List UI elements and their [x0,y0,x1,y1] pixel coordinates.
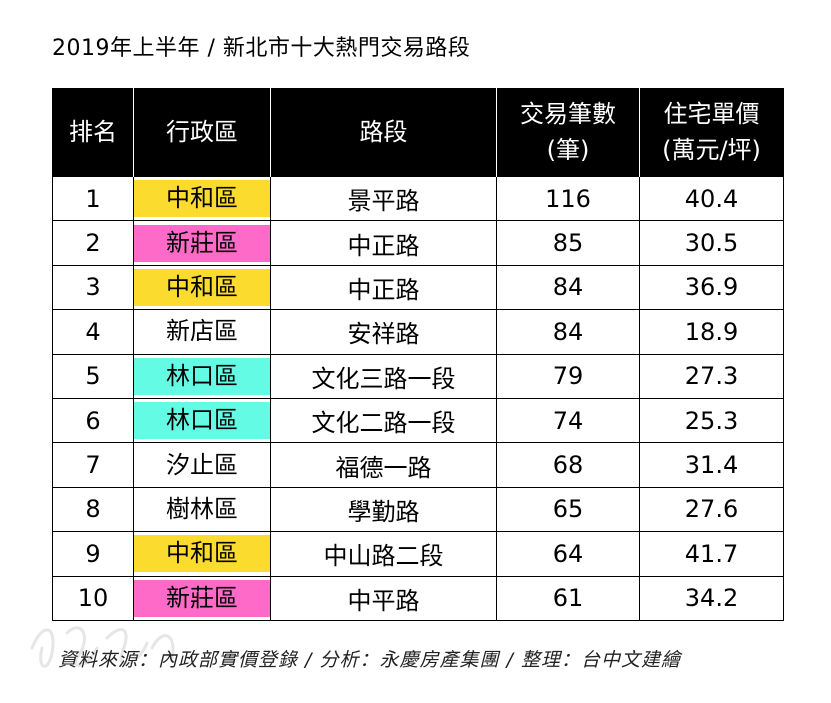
road-cell: 福德一路 [270,442,497,488]
road-cell: 安祥路 [270,309,497,355]
price-cell: 27.6 [639,486,784,533]
district-label: 中和區 [134,535,270,573]
road-cell: 景平路 [270,175,497,222]
count-cell: 84 [496,264,640,311]
header-price-label: 住宅單價 [663,100,760,128]
table-body: 1 中和區 景平路 116 40.4 2 新莊區 中正路 85 30.5 3 中和區 中正路 84 36.9… [52,175,784,621]
district-cell: 中和區 [133,175,271,222]
rank-cell: 1 [52,175,134,222]
count-cell: 74 [496,397,640,444]
rank-cell: 3 [52,264,134,311]
table-row: 2 新莊區 中正路 85 30.5 [52,220,784,266]
table-header-row: 排名 行政區 路段 交易筆數 (筆) 住宅單價 (萬元/坪) [52,88,784,177]
price-cell: 18.9 [639,309,784,355]
header-price: 住宅單價 (萬元/坪) [639,88,784,177]
road-cell: 中正路 [270,264,497,311]
count-cell: 84 [496,309,640,355]
count-cell: 79 [496,353,640,399]
rank-cell: 6 [52,397,134,444]
district-cell: 新莊區 [133,575,271,621]
price-cell: 30.5 [639,220,784,266]
header-count: 交易筆數 (筆) [496,88,640,177]
road-cell: 文化三路一段 [270,353,497,399]
district-label: 林口區 [134,357,270,395]
district-label: 中和區 [134,268,270,306]
district-cell: 中和區 [133,531,271,577]
rank-cell: 5 [52,353,134,399]
district-label: 新莊區 [134,579,270,617]
price-cell: 31.4 [639,442,784,488]
count-cell: 65 [496,486,640,533]
road-cell: 文化二路一段 [270,397,497,444]
district-label: 汐止區 [166,450,238,479]
road-cell: 中山路二段 [270,531,497,577]
source-credit: 資料來源：內政部實價登錄 / 分析：永慶房產集團 / 整理：台中文建繪 [58,649,681,671]
rank-cell: 4 [52,309,134,355]
count-cell: 64 [496,531,640,577]
district-cell: 林口區 [133,353,271,399]
count-cell: 68 [496,442,640,488]
district-cell: 中和區 [133,264,271,311]
price-cell: 25.3 [639,397,784,444]
count-cell: 61 [496,575,640,621]
header-district: 行政區 [133,88,271,177]
district-cell: 新莊區 [133,220,271,266]
price-cell: 27.3 [639,353,784,399]
header-count-label: 交易筆數 [520,100,616,128]
rank-cell: 8 [52,486,134,533]
table-row: 6 林口區 文化二路一段 74 25.3 [52,397,784,444]
district-label: 新店區 [166,317,238,346]
road-cell: 中正路 [270,220,497,266]
count-cell: 85 [496,220,640,266]
table-row: 7 汐止區 福德一路 68 31.4 [52,442,784,488]
district-label: 樹林區 [166,494,238,523]
header-price-unit: (萬元/坪) [662,136,761,164]
table-row: 9 中和區 中山路二段 64 41.7 [52,531,784,577]
header-count-unit: (筆) [546,136,590,164]
ranking-table: 排名 行政區 路段 交易筆數 (筆) 住宅單價 (萬元/坪) 1 中和區 景平路 11… [52,88,784,621]
price-cell: 40.4 [639,175,784,222]
rank-cell: 2 [52,220,134,266]
page-title: 2019年上半年 / 新北市十大熱門交易路段 [52,36,471,61]
district-cell: 林口區 [133,397,271,444]
price-cell: 36.9 [639,264,784,311]
rank-cell: 7 [52,442,134,488]
table-row: 5 林口區 文化三路一段 79 27.3 [52,353,784,399]
district-label: 新莊區 [134,224,270,262]
watermark-logo [30,626,175,668]
rank-cell: 10 [52,575,134,621]
price-cell: 34.2 [639,575,784,621]
table-row: 10 新莊區 中平路 61 34.2 [52,575,784,621]
district-cell: 新店區 [133,309,271,355]
table-row: 4 新店區 安祥路 84 18.9 [52,309,784,355]
district-cell: 汐止區 [133,442,271,488]
table-row: 1 中和區 景平路 116 40.4 [52,175,784,222]
district-cell: 樹林區 [133,486,271,533]
price-cell: 41.7 [639,531,784,577]
road-cell: 中平路 [270,575,497,621]
road-cell: 學勤路 [270,486,497,533]
header-road: 路段 [270,88,497,177]
header-rank: 排名 [52,88,134,177]
table-row: 8 樹林區 學勤路 65 27.6 [52,486,784,533]
rank-cell: 9 [52,531,134,577]
district-label: 中和區 [134,180,270,218]
count-cell: 116 [496,175,640,222]
table-row: 3 中和區 中正路 84 36.9 [52,264,784,311]
district-label: 林口區 [134,402,270,440]
